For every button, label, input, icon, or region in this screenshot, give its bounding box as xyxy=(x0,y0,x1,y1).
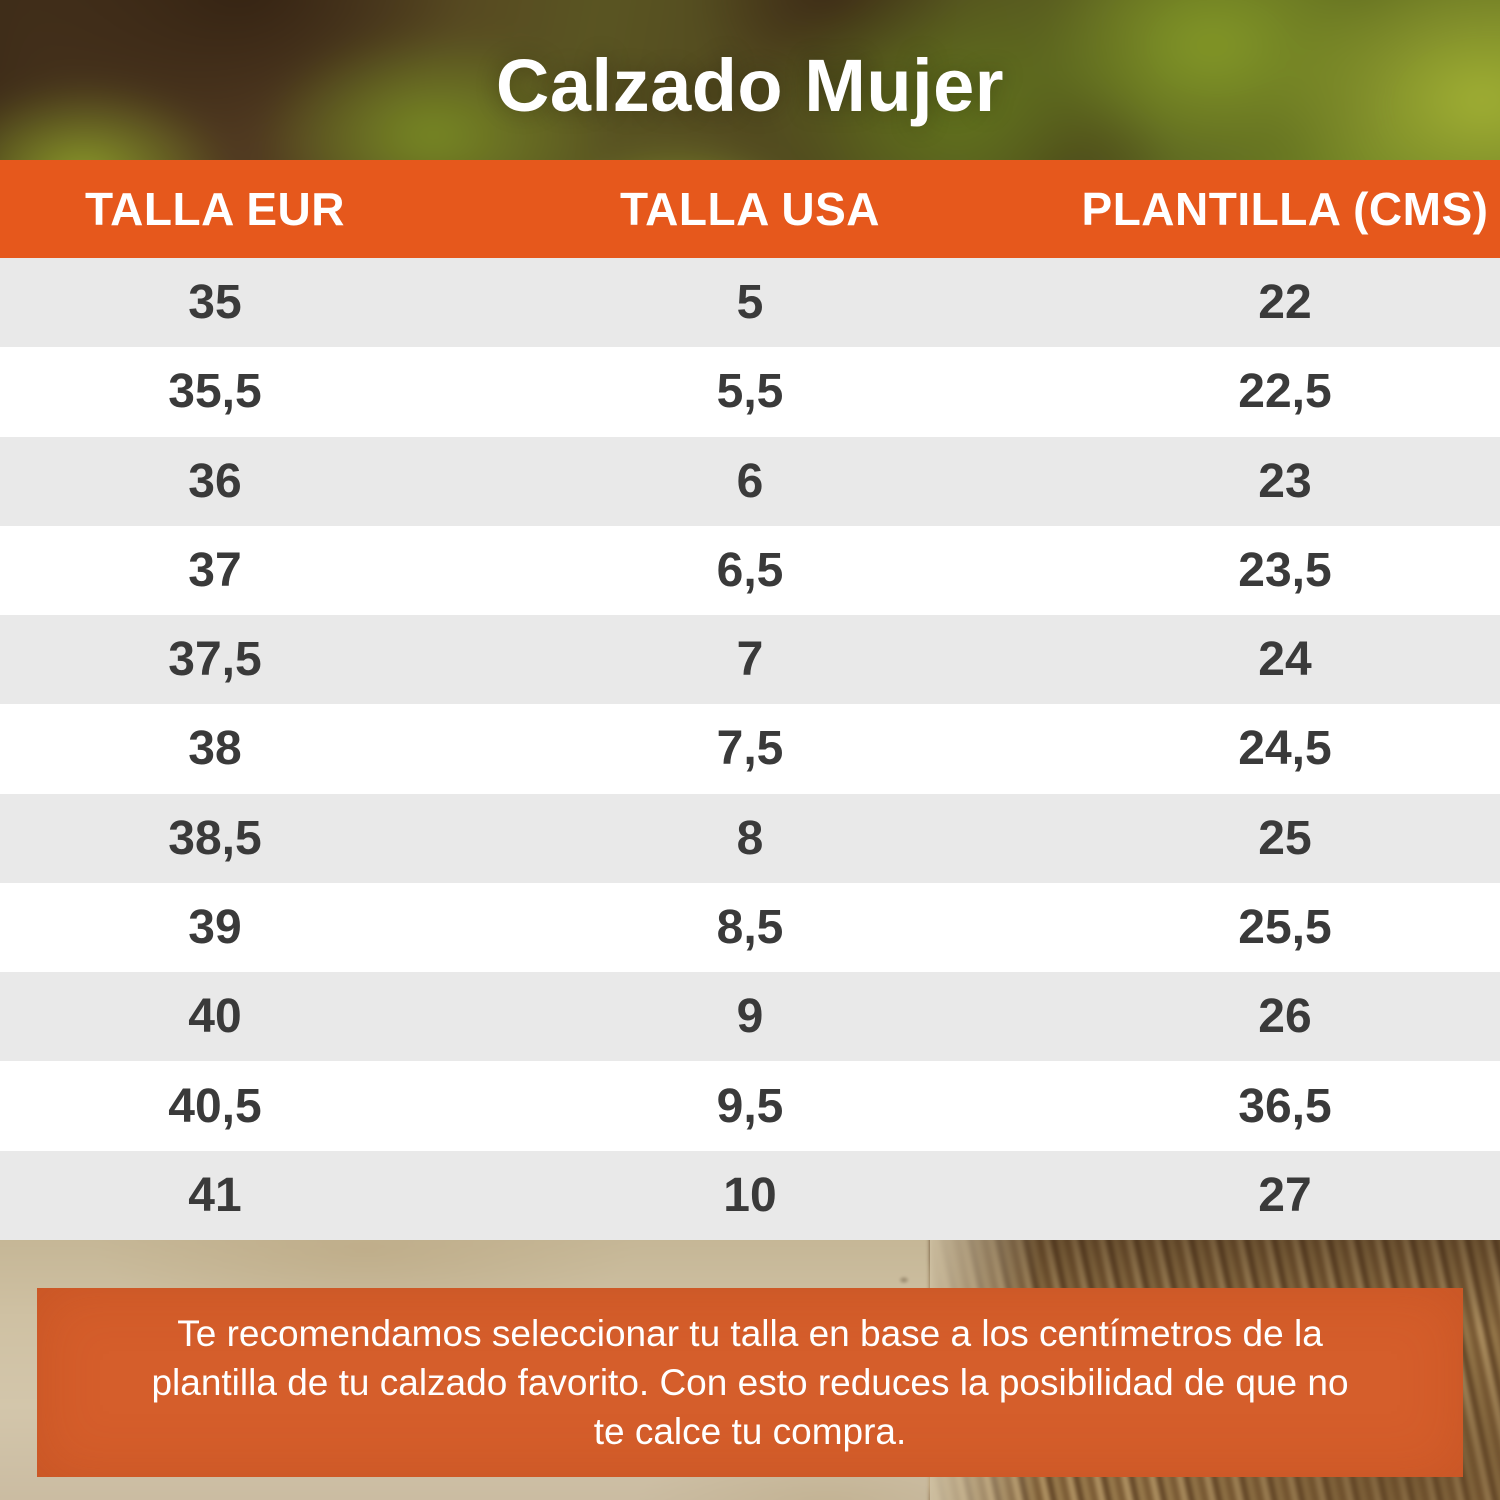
recommendation-text: Te recomendamos seleccionar tu talla en … xyxy=(151,1313,1349,1452)
table-cell: 22 xyxy=(1258,276,1312,330)
table-cell: 37,5 xyxy=(168,633,262,687)
table-row: 40,5 9,5 36,5 xyxy=(0,1061,1500,1151)
recommendation-note: Te recomendamos seleccionar tu talla en … xyxy=(37,1288,1463,1477)
table-cell: 24,5 xyxy=(1238,722,1332,776)
column-header-plantilla-cms: PLANTILLA (CMS) xyxy=(1081,183,1489,235)
table-cell: 25 xyxy=(1258,811,1312,865)
table-cell: 7 xyxy=(736,633,764,687)
greenery-background-image xyxy=(0,0,1500,160)
column-header-talla-eur: TALLA EUR xyxy=(84,183,345,235)
bottom-section: Te recomendamos seleccionar tu talla en … xyxy=(0,1240,1500,1500)
table-cell: 6 xyxy=(736,454,764,508)
table-row: 39 8,5 25,5 xyxy=(0,882,1500,973)
table-cell: 23,5 xyxy=(1238,543,1332,597)
table-cell: 5 xyxy=(736,276,764,330)
table-row: 38,5 8 25 xyxy=(0,793,1500,883)
table-cell: 38,5 xyxy=(168,811,262,865)
page-title: Calzado Mujer xyxy=(495,43,1005,127)
table-row: 37,5 7 24 xyxy=(0,615,1500,705)
size-table-body: 35 5 22 35,5 5,5 22,5 36 6 23 37 6,5 23,5 37,5 7 24 38 7… xyxy=(0,258,1500,1240)
table-cell: 24 xyxy=(1258,633,1312,687)
table-cell: 40,5 xyxy=(168,1079,262,1133)
table-cell: 10 xyxy=(723,1168,777,1222)
table-cell: 25,5 xyxy=(1238,900,1332,954)
table-row: 35 5 22 xyxy=(0,258,1500,348)
table-cell: 8,5 xyxy=(716,900,784,954)
table-cell: 40 xyxy=(188,990,242,1044)
table-cell: 37 xyxy=(188,543,242,597)
table-cell: 35,5 xyxy=(168,365,262,419)
table-cell: 27 xyxy=(1258,1168,1312,1222)
table-cell: 35 xyxy=(188,276,242,330)
table-row: 41 10 27 xyxy=(0,1150,1500,1240)
table-cell: 9 xyxy=(736,990,764,1044)
table-cell: 5,5 xyxy=(716,365,784,419)
table-row: 35,5 5,5 22,5 xyxy=(0,347,1500,437)
table-cell: 38 xyxy=(188,722,242,776)
table-cell: 26 xyxy=(1258,990,1312,1044)
table-cell: 36 xyxy=(188,454,242,508)
table-row: 37 6,5 23,5 xyxy=(0,525,1500,616)
hero-section: Calzado Mujer xyxy=(0,0,1500,160)
table-cell: 9,5 xyxy=(716,1079,784,1133)
table-cell: 22,5 xyxy=(1238,365,1332,419)
table-cell: 23 xyxy=(1258,454,1312,508)
table-cell: 7,5 xyxy=(716,722,784,776)
table-row: 36 6 23 xyxy=(0,436,1500,526)
table-cell: 36,5 xyxy=(1238,1079,1332,1133)
column-header-talla-usa: TALLA USA xyxy=(619,183,880,235)
table-cell: 39 xyxy=(188,900,242,954)
table-row: 38 7,5 24,5 xyxy=(0,704,1500,794)
table-cell: 6,5 xyxy=(716,543,784,597)
table-header-row: TALLA EUR TALLA USA PLANTILLA (CMS) xyxy=(0,160,1500,258)
table-cell: 41 xyxy=(188,1168,242,1222)
table-cell: 8 xyxy=(736,811,764,865)
table-row: 40 9 26 xyxy=(0,972,1500,1062)
